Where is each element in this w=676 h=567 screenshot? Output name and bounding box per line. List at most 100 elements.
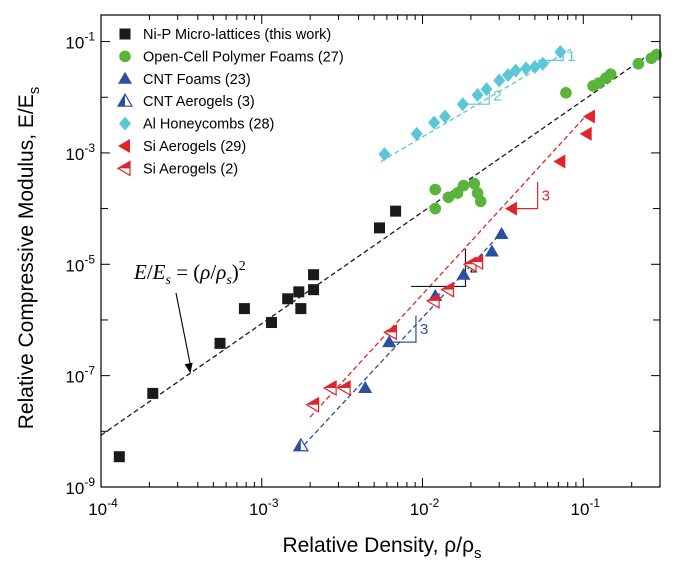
legend-marker-6	[116, 160, 131, 177]
data-point-s0-9	[308, 269, 320, 281]
legend: Ni-P Micro-lattices (this work) Open-Cell…	[116, 27, 344, 177]
data-point-s0-0	[113, 451, 125, 463]
eq-es: E	[152, 260, 166, 284]
data-point-s0-1	[147, 387, 159, 399]
data-point-s2-0	[382, 335, 397, 348]
legend-marker-4	[119, 116, 131, 131]
y-axis-title-text: Relative Compressive Modulus, E/E	[15, 94, 38, 429]
slope-triangle-0	[411, 248, 467, 288]
data-point-s4-10	[519, 61, 532, 76]
legend-label-0: Ni-P Micro-lattices (this work)	[143, 27, 331, 43]
legend-item-3: CNT Aerogels (3)	[116, 93, 255, 110]
data-point-s4-2	[428, 115, 441, 130]
eq-es-sub: s	[166, 273, 172, 288]
equation-arrow-head	[184, 362, 193, 374]
data-point-s4-5	[471, 87, 484, 102]
data-point-s5-3	[582, 109, 595, 124]
data-point-s4-1	[410, 126, 423, 141]
data-point-s1-4	[457, 179, 470, 192]
data-point-s1-8	[560, 87, 572, 99]
legend-label-3: CNT Aerogels (3)	[143, 94, 255, 110]
eq-power: 2	[239, 259, 246, 274]
data-point-s0-11	[390, 205, 402, 217]
legend-item-4: Al Honeycombs (28)	[119, 116, 274, 133]
legend-label-2: CNT Foams (23)	[143, 72, 251, 88]
y-tick-label-3: 10-3	[65, 141, 95, 164]
x-tick-label-2: 10-2	[410, 496, 440, 519]
data-point-s0-4	[266, 317, 278, 329]
data-point-s4-9	[509, 63, 522, 78]
data-point-s2-3	[456, 267, 471, 280]
y-tick-label-2: 10-5	[65, 252, 95, 275]
eq-slash-1: /	[147, 260, 153, 284]
data-point-s1-15	[650, 48, 663, 61]
data-point-s1-2	[442, 191, 455, 204]
equation-arrow	[175, 292, 191, 366]
x-axis-title-text: Relative Density, ρ/ρ	[282, 534, 474, 557]
x-tick-label-1: 10-3	[249, 496, 279, 519]
slope-triangle-3	[511, 182, 539, 210]
data-point-s1-5	[468, 177, 481, 190]
data-point-s0-5	[282, 293, 294, 305]
data-point-s4-7	[493, 73, 506, 88]
axis-ticks: 10-4 10-3 10-2 10-1 10-9 10-7 10-5 10-3 10-1	[65, 15, 660, 519]
eq-rho-s: ρ	[215, 260, 226, 284]
legend-label-6: Si Aerogels (2)	[143, 161, 238, 177]
data-point-s6-3	[383, 324, 397, 341]
y-axis-title: Relative Compressive Modulus, E/Es	[15, 87, 43, 429]
legend-marker-3	[116, 93, 134, 107]
y-tick-label-4: 10-1	[65, 30, 95, 53]
legend-marker-0	[119, 28, 131, 40]
data-point-s4-12	[536, 56, 549, 71]
data-point-s1-7	[474, 195, 487, 208]
eq-slash-2: /	[210, 260, 216, 284]
data-point-s4-6	[480, 82, 493, 97]
data-point-s4-4	[456, 97, 469, 112]
data-point-s4-0	[378, 147, 391, 162]
data-point-s0-8	[308, 284, 320, 296]
legend-marker-1	[119, 50, 131, 63]
legend-marker-5	[118, 139, 130, 153]
data-points	[113, 44, 663, 463]
data-point-s6-0	[305, 396, 320, 413]
data-point-s5-2	[579, 126, 592, 141]
fit-line-3	[298, 227, 507, 452]
legend-label-5: Si Aerogels (29)	[143, 139, 246, 155]
data-point-s2-5	[494, 226, 509, 239]
eq-rho: ρ	[199, 260, 210, 284]
slope-label-3: 3	[542, 187, 550, 204]
eq-e: E	[133, 260, 147, 284]
data-point-s6-1	[322, 379, 337, 397]
legend-label-1: Open-Cell Polymer Foams (27)	[143, 49, 344, 65]
slope-label-4: 3	[420, 321, 428, 338]
data-point-s6-4	[425, 292, 440, 309]
data-point-s1-1	[429, 183, 442, 196]
eq-rho-sub: s	[226, 273, 232, 288]
y-tick-label-0: 10-9	[65, 475, 95, 498]
data-point-s2-1	[358, 380, 373, 393]
data-point-s2-4	[484, 244, 499, 257]
data-point-s0-7	[295, 303, 307, 315]
data-point-s5-0	[504, 201, 517, 216]
eq-open: = (	[171, 260, 200, 284]
data-point-s3-0	[292, 437, 309, 452]
x-tick-label-3: 10-1	[570, 496, 600, 519]
legend-item-5: Si Aerogels (29)	[118, 139, 246, 155]
data-point-s0-6	[293, 286, 305, 298]
svg-text:E/Es = (ρ/ρs)2: E/Es = (ρ/ρs)2	[133, 259, 246, 288]
data-point-s5-1	[553, 154, 566, 169]
slope-label-1: 1	[567, 48, 575, 65]
data-point-s0-2	[214, 337, 226, 349]
y-axis-title-sub: s	[26, 87, 43, 95]
data-point-s4-13	[554, 44, 567, 59]
legend-label-4: Al Honeycombs (28)	[143, 117, 274, 133]
data-point-s6-7	[469, 253, 484, 271]
data-point-s1-12	[604, 68, 617, 80]
legend-item-2: CNT Foams (23)	[118, 71, 251, 88]
data-point-s0-3	[238, 303, 250, 315]
x-axis-title: Relative Density, ρ/ρs	[282, 534, 481, 562]
slope-label-2: 2	[493, 87, 501, 104]
legend-item-0: Ni-P Micro-lattices (this work)	[119, 27, 331, 43]
x-tick-label-0: 10-4	[88, 496, 118, 519]
